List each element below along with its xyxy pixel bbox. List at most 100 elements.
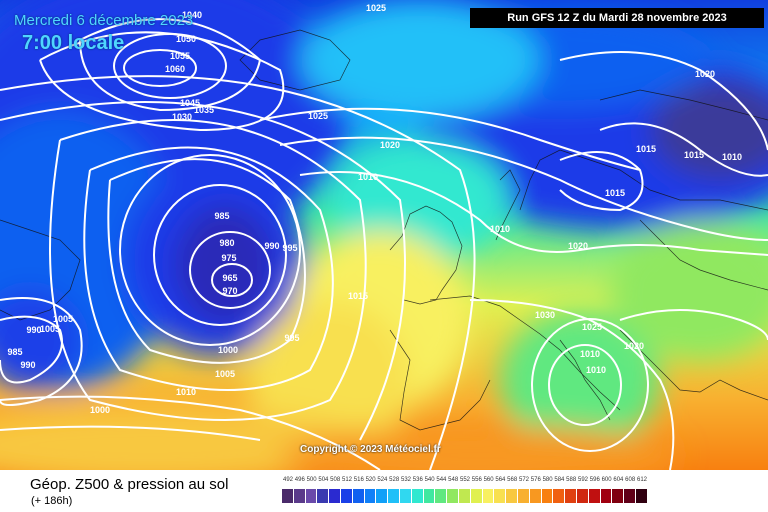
isobar-label: 990 [26, 325, 41, 335]
isobar-label: 1020 [695, 69, 715, 79]
legend-label: 508 [330, 477, 341, 483]
legend-label: 516 [353, 477, 364, 483]
legend-swatch [411, 489, 424, 503]
isobar-label: 980 [219, 238, 234, 248]
isobar-label: 1025 [308, 111, 328, 121]
legend-label: 524 [377, 477, 388, 483]
legend-label: 568 [507, 477, 518, 483]
copyright-text: Copyright © 2023 Météociel.fr [300, 444, 441, 455]
isobar-label: 1010 [722, 152, 742, 162]
isobar-label: 1030 [535, 310, 555, 320]
legend-swatch [400, 489, 412, 503]
isobar-label: 1055 [170, 51, 190, 61]
legend-swatch [529, 489, 542, 503]
legend-label: 492 [282, 477, 293, 483]
legend-swatch [305, 489, 318, 503]
isobar-labels: 1040 1050 1055 1060 1045 1035 1030 1025 … [7, 3, 742, 415]
isobar-label: 1000 [218, 345, 238, 355]
legend-label: 572 [518, 477, 529, 483]
legend-swatch [506, 489, 518, 503]
legend-swatch [600, 489, 613, 503]
legend-swatch [565, 489, 577, 503]
legend-label: 532 [400, 477, 411, 483]
legend-swatch [447, 489, 459, 503]
isobar-label: 1045 [180, 98, 200, 108]
isobar-label: 985 [7, 347, 22, 357]
isobar-label: 1010 [580, 349, 600, 359]
isobar-label: 1005 [53, 314, 73, 324]
legend-swatch [518, 489, 530, 503]
legend-label: 612 [636, 477, 647, 483]
isobar-label: 1020 [568, 241, 588, 251]
legend-swatch [423, 489, 436, 503]
legend-swatch [364, 489, 377, 503]
legend-swatch [470, 489, 483, 503]
isobar-label: 965 [222, 273, 237, 283]
isobar-label: 1015 [636, 144, 656, 154]
legend-swatch [376, 489, 389, 503]
isobar-label: 990 [20, 360, 35, 370]
legend-swatch [341, 489, 353, 503]
legend-swatch [624, 489, 636, 503]
legend-label: 608 [625, 477, 636, 483]
legend-label: 560 [483, 477, 494, 483]
legend-label: 604 [613, 477, 624, 483]
isobar-label: 1005 [40, 324, 60, 334]
isobar-label: 1025 [582, 322, 602, 332]
legend-swatch [459, 489, 471, 503]
isobar-label: 1005 [215, 369, 235, 379]
isobar-label: 1020 [624, 341, 644, 351]
legend-label: 512 [341, 477, 352, 483]
legend-swatch [352, 489, 365, 503]
isobar-label: 995 [282, 243, 297, 253]
forecast-date: Mercredi 6 décembre 2023 [14, 12, 194, 29]
legend-swatch [282, 489, 294, 503]
isobar-label: 1025 [366, 3, 386, 13]
legend-swatch [317, 489, 330, 503]
legend-swatch [636, 489, 648, 503]
legend-label: 548 [448, 477, 459, 483]
legend-label: 576 [530, 477, 541, 483]
legend-label: 544 [436, 477, 447, 483]
isobar-label: 1010 [490, 224, 510, 234]
legend-label: 564 [495, 477, 506, 483]
legend-swatch [541, 489, 554, 503]
geopotential-field [0, 0, 768, 470]
legend-swatch [482, 489, 495, 503]
legend-swatch [553, 489, 566, 503]
isobar-label: 1060 [165, 64, 185, 74]
isobar-label: 975 [221, 253, 236, 263]
legend-swatch [588, 489, 601, 503]
isobar-label: 970 [222, 286, 237, 296]
legend-label: 600 [601, 477, 612, 483]
legend-label: 528 [389, 477, 400, 483]
chart-title: Géop. Z500 & pression au sol [30, 476, 229, 493]
isobar-label: 1035 [194, 105, 214, 115]
legend-label: 584 [554, 477, 565, 483]
legend-label: 496 [294, 477, 305, 483]
legend-swatch [435, 489, 448, 503]
forecast-time: 7:00 locale [22, 32, 125, 54]
legend-label: 520 [365, 477, 376, 483]
isobar-label: 985 [214, 211, 229, 221]
legend-label: 552 [459, 477, 470, 483]
isobar-label: 1020 [380, 140, 400, 150]
pressure-map: 1040 1050 1055 1060 1045 1035 1030 1025 … [0, 0, 768, 470]
isobar-label: 1015 [605, 188, 625, 198]
isobar-label: 1015 [348, 291, 368, 301]
legend-swatch [293, 489, 306, 503]
legend-label: 556 [471, 477, 482, 483]
legend-label: 580 [542, 477, 553, 483]
legend-label: 500 [306, 477, 317, 483]
model-run-banner: Run GFS 12 Z du Mardi 28 novembre 2023 [470, 8, 764, 28]
isobar-label: 1015 [684, 150, 704, 160]
isobar-label: 1010 [586, 365, 606, 375]
coastlines [0, 29, 768, 431]
isobar-label: 1040 [182, 10, 202, 20]
isobar-label: 1010 [176, 387, 196, 397]
forecast-hour: (+ 186h) [31, 495, 73, 507]
legend-label: 540 [424, 477, 435, 483]
isobar-label: 1030 [172, 112, 192, 122]
legend-label: 504 [318, 477, 329, 483]
